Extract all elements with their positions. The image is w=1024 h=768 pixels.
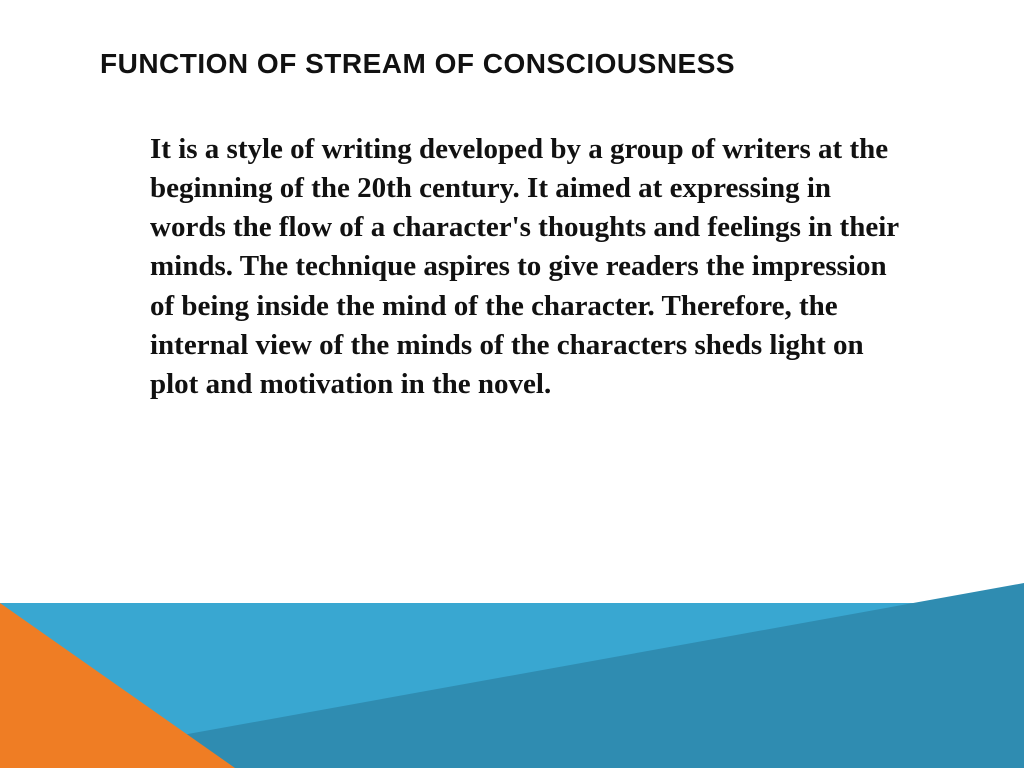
decor-light-blue [0,603,1024,768]
decor-dark-blue [0,583,1024,768]
slide-body: It is a style of writing developed by a … [150,130,910,404]
decor-triangles [0,518,1024,768]
decor-orange [0,603,235,768]
slide-title: FUNCTION OF STREAM OF CONSCIOUSNESS [100,48,735,80]
slide: FUNCTION OF STREAM OF CONSCIOUSNESS It i… [0,0,1024,768]
